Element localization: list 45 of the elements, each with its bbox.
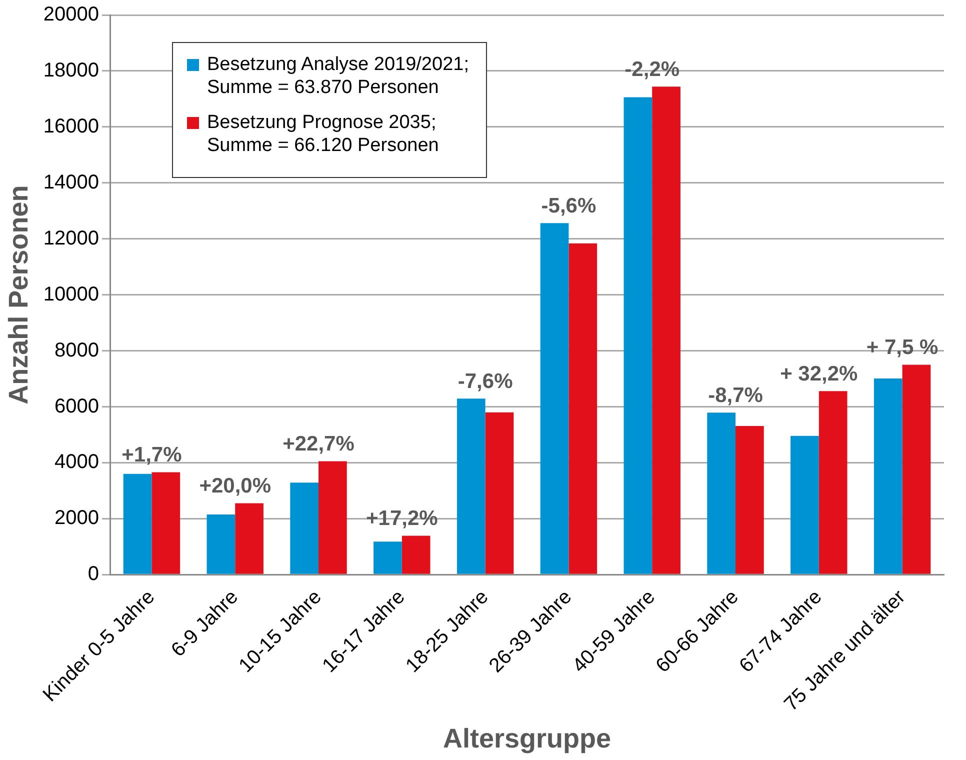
bar xyxy=(736,426,764,574)
bar xyxy=(235,503,264,574)
bar xyxy=(874,378,902,574)
bar xyxy=(485,412,514,574)
bar xyxy=(456,398,486,574)
legend-label: Besetzung Analyse 2019/2021; Summe = 63.870 Personen xyxy=(207,53,470,99)
bar xyxy=(707,412,736,574)
annotation: + 7,5 % xyxy=(866,336,939,360)
legend-label: Besetzung Prognose 2035; Summe = 66.120 Personen xyxy=(207,111,440,157)
bar xyxy=(402,536,430,574)
annotation: -8,7% xyxy=(708,384,764,407)
annotation: -7,6% xyxy=(458,370,514,393)
bar xyxy=(123,474,152,574)
y-tick-label: 8000 xyxy=(54,339,100,362)
y-tick-label: 16000 xyxy=(43,115,100,138)
bar xyxy=(290,482,319,574)
annotation: +20,0% xyxy=(199,474,272,498)
bar xyxy=(624,97,652,574)
y-tick-label: 10000 xyxy=(43,283,100,306)
y-tick-label: 0 xyxy=(88,563,100,586)
y-tick-label: 12000 xyxy=(43,227,100,250)
bar xyxy=(902,364,931,574)
y-tick-label: 20000 xyxy=(43,4,100,26)
bar xyxy=(206,514,236,574)
y-tick-label: 18000 xyxy=(43,59,100,82)
y-tick-label: 14000 xyxy=(43,171,100,194)
x-axis-title: Altersgruppe xyxy=(442,723,612,754)
bar xyxy=(568,243,598,574)
y-tick-label: 6000 xyxy=(54,395,100,418)
bar xyxy=(318,461,347,574)
bar xyxy=(152,472,180,574)
bar xyxy=(818,391,848,574)
bar xyxy=(652,86,680,574)
annotation: -2,2% xyxy=(624,58,680,81)
y-tick-label: 4000 xyxy=(54,451,100,474)
annotation: -5,6% xyxy=(541,194,596,218)
annotation: +17,2% xyxy=(366,507,438,530)
y-axis-title: Anzahl Personen xyxy=(4,185,34,404)
annotation: + 32,2% xyxy=(780,362,858,386)
y-tick-label: 2000 xyxy=(54,507,100,530)
annotation: +22,7% xyxy=(282,432,355,456)
annotation: +1,7% xyxy=(122,444,182,467)
bar xyxy=(790,436,819,574)
bar xyxy=(540,223,569,574)
bar xyxy=(374,542,402,574)
